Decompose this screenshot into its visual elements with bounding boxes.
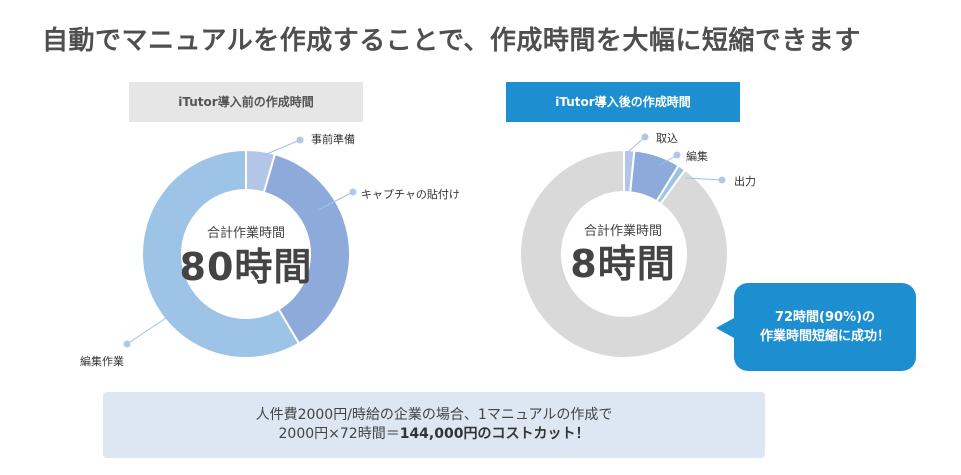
leader-dot-1-1 (673, 151, 681, 159)
seg-label-import: 取込 (656, 132, 678, 145)
center-total-after: 8時間 (570, 242, 676, 286)
leader-dot-1-0 (641, 133, 649, 141)
leader-line-0-1 (317, 191, 354, 211)
seg-label-edit: 編集 (686, 150, 708, 163)
banner-line-2: 2000円×72時間＝144,000円のコストカット！ (279, 425, 590, 444)
banner-line-2-prefix: 2000円×72時間＝ (278, 426, 400, 442)
leader-dot-0-0 (296, 136, 304, 144)
center-total-before: 80時間 (179, 245, 313, 289)
donut-slice-0-2 (141, 148, 301, 359)
seg-label-capture: キャプチャの貼付け (361, 188, 460, 201)
leader-dot-0-2 (123, 340, 131, 348)
leader-line-0-2 (126, 311, 176, 345)
page-title: 自動でマニュアルを作成することで、作成時間を大幅に短縮できます (42, 26, 861, 56)
banner-line-1: 人件費2000円/時給の企業の場合、1マニュアルの作成で (255, 407, 613, 423)
donut-slice-1-3 (519, 148, 729, 359)
leader-line-0-0 (261, 139, 301, 157)
callout-arrow (716, 318, 734, 338)
seg-label-prep: 事前準備 (311, 133, 355, 146)
cost-banner: 人件費2000円/時給の企業の場合、1マニュアルの作成で 2000円×72時間＝… (103, 392, 765, 458)
reduction-callout: 72時間(90%)の 作業時間短縮に成功！ (734, 283, 916, 371)
center-subtitle-before: 合計作業時間 (206, 226, 285, 241)
seg-label-output: 出力 (734, 175, 756, 188)
callout-line-2: 作業時間短縮に成功！ (759, 329, 890, 344)
banner-line-2-bold: 144,000円のコストカット！ (399, 426, 590, 442)
chart-title-after: iTutor導入後の作成時間 (506, 82, 740, 122)
leader-line-1-0 (627, 136, 646, 153)
leader-dot-1-2 (718, 176, 726, 184)
chart-title-before: iTutor導入前の作成時間 (129, 82, 363, 122)
center-subtitle-after: 合計作業時間 (583, 224, 662, 239)
seg-label-edit-work: 編集作業 (80, 355, 124, 368)
leader-line-1-2 (685, 177, 723, 181)
callout-line-1: 72時間(90%)の (774, 310, 876, 325)
leader-dot-0-1 (349, 188, 357, 196)
donut-slice-0-1 (262, 152, 351, 345)
